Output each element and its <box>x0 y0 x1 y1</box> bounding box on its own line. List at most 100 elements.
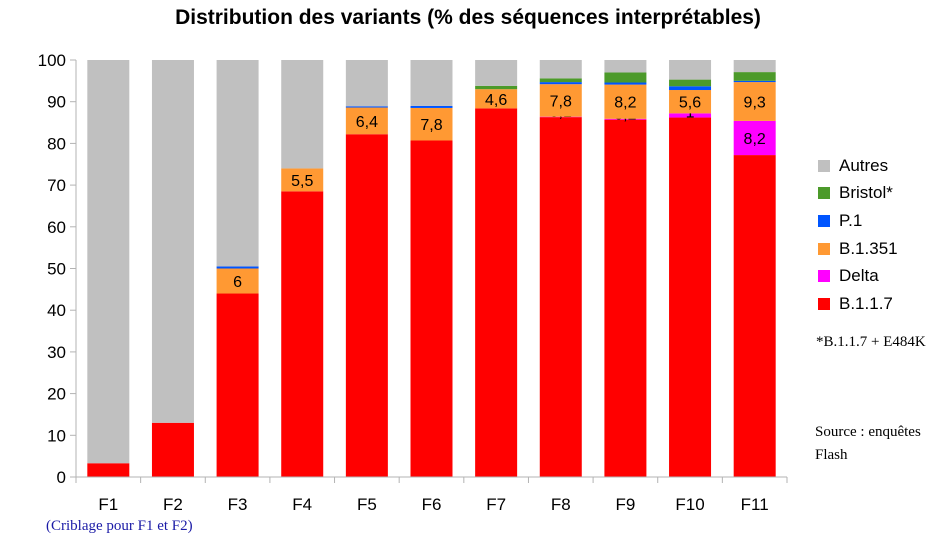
legend-item: P.1 <box>818 207 898 235</box>
data-label: 7,8 <box>420 117 442 134</box>
bar-delta-f9 <box>604 118 647 120</box>
data-label: 8,2 <box>744 131 766 148</box>
bar-b-1-1-7-f8 <box>539 117 582 477</box>
data-label: 5,5 <box>291 173 313 190</box>
bar-p-1-f9 <box>604 82 647 85</box>
bar-b-1-351-f10 <box>669 90 712 114</box>
bar-b-1-1-7-f7 <box>475 108 518 477</box>
source-note: Source : enquêtes Flash <box>815 424 921 463</box>
bar-b-1-351-f3 <box>216 268 259 294</box>
bar-bristol--f11 <box>733 72 776 81</box>
bar-autres-f9 <box>604 60 647 73</box>
bar-p-1-f11 <box>733 80 776 83</box>
bar-autres-f4 <box>281 60 324 169</box>
x-tick-label: F7 <box>486 495 506 514</box>
x-tick-label: F4 <box>292 495 312 514</box>
y-tick-label: 30 <box>47 343 66 362</box>
legend-label: P.1 <box>839 210 863 230</box>
legend-label: Autres <box>839 155 889 175</box>
y-tick-label: 70 <box>47 176 66 195</box>
bar-bristol--f9 <box>604 72 647 83</box>
bar-b-1-1-7-f4 <box>281 191 324 478</box>
bar-autres-f10 <box>669 60 712 80</box>
legend-item: Bristol* <box>818 180 898 208</box>
data-label: 5,6 <box>679 95 701 112</box>
bar-b-1-1-7-f9 <box>604 119 647 478</box>
legend-swatch <box>818 270 830 283</box>
y-tick-label: 20 <box>47 385 66 404</box>
legend-item: Autres <box>818 152 898 180</box>
bar-p-1-f3 <box>216 266 259 269</box>
bar-autres-f7 <box>475 60 518 86</box>
bar-b-1-351-f5 <box>345 107 388 135</box>
chart-legend: Autres Bristol* P.1 B.1.351 Delta B.1.1.7 <box>818 152 898 318</box>
bristol-note: *B.1.1.7 + E484K <box>816 334 926 350</box>
bar-p-1-f10 <box>669 86 712 91</box>
bar-b-1-351-f8 <box>539 84 582 117</box>
data-label: 6,4 <box>356 114 378 131</box>
legend-item: B.1.351 <box>818 235 898 263</box>
bar-p-1-f5 <box>345 106 388 108</box>
bar-autres-f11 <box>733 60 776 73</box>
bar-b-1-351-f9 <box>604 84 647 119</box>
bar-p-1-f8 <box>539 82 582 85</box>
legend-label: Delta <box>839 266 879 286</box>
bar-bristol--f10 <box>669 79 712 87</box>
x-tick-label: F3 <box>228 495 248 514</box>
bar-b-1-351-f11 <box>733 82 776 121</box>
x-tick-label: F10 <box>675 495 704 514</box>
chart-title: Distribution des variants (% des séquenc… <box>175 6 761 29</box>
legend-swatch <box>818 214 830 227</box>
bar-b-1-1-7-f3 <box>216 293 259 477</box>
data-label: 4,6 <box>485 92 507 109</box>
bar-bristol--f7 <box>475 85 518 90</box>
y-tick-label: 60 <box>47 218 66 237</box>
y-tick-label: 10 <box>47 426 66 445</box>
data-label: 6 <box>233 274 242 291</box>
legend-swatch <box>818 242 830 255</box>
y-tick-label: 80 <box>47 134 66 153</box>
bar-b-1-351-f4 <box>281 168 324 192</box>
bar-autres-f8 <box>539 60 582 79</box>
x-tick-label: F5 <box>357 495 377 514</box>
x-tick-label: F9 <box>615 495 635 514</box>
legend-item: B.1.1.7 <box>818 290 898 318</box>
legend-label: B.1.351 <box>839 238 898 258</box>
screening-footnote: (Criblage pour F1 et F2) <box>46 518 193 534</box>
y-tick-label: 100 <box>38 51 66 70</box>
bar-p-1-f6 <box>410 105 453 108</box>
bar-b-1-1-7-f5 <box>345 134 388 477</box>
bar-b-1-351-f7 <box>475 89 518 109</box>
x-tick-label: F2 <box>163 495 183 514</box>
bar-delta-f11 <box>733 120 776 156</box>
x-tick-label: F6 <box>422 495 442 514</box>
y-tick-label: 0 <box>57 468 66 487</box>
bar-b-1-1-7-f2 <box>151 422 194 477</box>
x-tick-label: F8 <box>551 495 571 514</box>
legend-label: Bristol* <box>839 183 893 203</box>
legend-swatch <box>818 297 830 310</box>
data-label: 9,3 <box>744 94 766 111</box>
bar-b-1-1-7-f11 <box>733 155 776 478</box>
bar-b-1-351-f6 <box>410 107 453 141</box>
bar-bristol--f8 <box>539 78 582 83</box>
bar-autres-f1 <box>87 60 130 464</box>
legend-swatch <box>818 159 830 172</box>
data-label: 7,8 <box>550 93 572 110</box>
legend-swatch <box>818 187 830 200</box>
bar-delta-f10 <box>669 113 712 118</box>
bar-b-1-1-7-f6 <box>410 140 453 477</box>
y-tick-label: 90 <box>47 93 66 112</box>
x-tick-label: F1 <box>98 495 118 514</box>
y-tick-label: 40 <box>47 301 66 320</box>
data-label: 8,2 <box>614 95 636 112</box>
legend-label: B.1.1.7 <box>839 293 893 313</box>
bar-autres-f6 <box>410 60 453 106</box>
bar-b-1-1-7-f1 <box>87 463 130 477</box>
x-tick-label: F11 <box>741 495 769 514</box>
legend-item: Delta <box>818 262 898 290</box>
bar-autres-f2 <box>151 60 194 423</box>
bar-autres-f3 <box>216 60 259 267</box>
bar-b-1-1-7-f10 <box>669 117 712 478</box>
